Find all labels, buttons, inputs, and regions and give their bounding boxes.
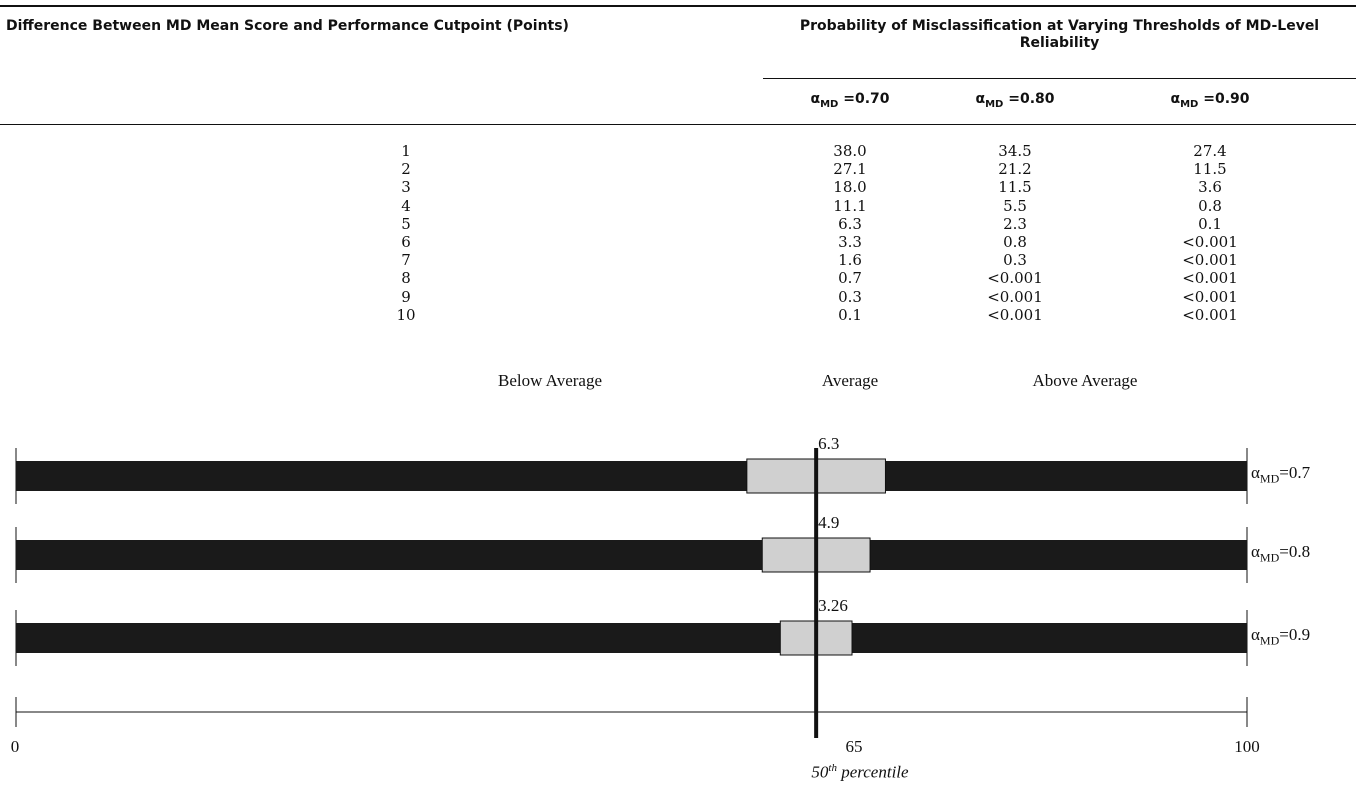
- alpha-subscript: MD: [1259, 633, 1280, 648]
- table-cell-probability: 0.1: [1198, 214, 1222, 233]
- percentile-number: 50: [811, 762, 829, 782]
- alpha-subscript: MD: [820, 98, 839, 110]
- table-cell-probability: <0.001: [1182, 233, 1238, 251]
- table-header-subrule: [763, 78, 1356, 79]
- percentile-label: 50th percentile: [790, 762, 930, 783]
- table-cell-probability: 38.0: [833, 142, 867, 160]
- table-cell-probability: 0.3: [838, 287, 862, 306]
- column-header-alpha-080: αMD =0.80: [945, 91, 1085, 110]
- table-cell-probability: 0.8: [1003, 233, 1027, 251]
- table-cell-probability: 11.5: [1193, 160, 1227, 179]
- alpha-symbol: α: [1251, 463, 1260, 482]
- table-cell-difference: 4: [401, 196, 411, 215]
- reliability-bar: [16, 540, 1247, 570]
- category-below-average: Below Average: [497, 371, 602, 390]
- table-cell-probability: 18.0: [833, 178, 867, 197]
- alpha-symbol: α: [1251, 542, 1260, 561]
- table-cell-probability: <0.001: [1182, 269, 1238, 288]
- table-cell-probability: 21.2: [998, 160, 1032, 179]
- reliability-label: αMD=0.7: [1251, 463, 1310, 486]
- table-cell-probability: 11.5: [998, 178, 1032, 197]
- alpha-value: =0.7: [1279, 463, 1311, 482]
- table-cell-difference: 2: [401, 160, 411, 179]
- table-header-probability: Probability of Misclassification at Vary…: [799, 18, 1320, 51]
- table-cell-probability: <0.001: [1182, 251, 1238, 270]
- table-cell-difference: 6: [401, 233, 411, 251]
- table-cell-probability: <0.001: [1182, 287, 1238, 306]
- column-header-alpha-090: αMD =0.90: [1140, 91, 1280, 110]
- band-value-label: 6.3: [818, 434, 840, 453]
- table-cell-probability: 27.4: [1193, 142, 1227, 160]
- table-cell-probability: 3.3: [838, 233, 862, 251]
- table-cell-probability: 27.1: [833, 160, 867, 179]
- alpha-symbol: α: [975, 91, 986, 107]
- table-cell-probability: <0.001: [987, 305, 1043, 324]
- table-cell-difference: 5: [401, 214, 411, 233]
- table-cell-probability: 0.3: [1003, 251, 1027, 270]
- table-cell-difference: 3: [401, 178, 411, 197]
- reliability-bar: [16, 461, 1247, 491]
- table-cell-probability: 6.3: [838, 214, 862, 233]
- category-above-average: Above Average: [1032, 371, 1138, 390]
- alpha-value: =0.80: [1003, 91, 1055, 107]
- alpha-symbol: α: [810, 91, 821, 107]
- table-cell-difference: 9: [401, 287, 411, 306]
- table-cell-difference: 1: [401, 142, 411, 160]
- alpha-symbol: α: [1251, 625, 1260, 644]
- alpha-value: =0.70: [838, 91, 890, 107]
- table-cell-probability: 2.3: [1003, 214, 1027, 233]
- table-cell-difference: 10: [396, 305, 416, 324]
- band-value-label: 4.9: [818, 513, 840, 532]
- table-cell-probability: 0.7: [838, 269, 862, 288]
- alpha-value: =0.8: [1279, 542, 1311, 561]
- alpha-subscript: MD: [1259, 550, 1280, 565]
- alpha-subscript: MD: [1259, 471, 1280, 486]
- table-header-difference: Difference Between MD Mean Score and Per…: [6, 18, 569, 34]
- reliability-label: αMD=0.8: [1251, 542, 1310, 565]
- table-top-rule: [0, 5, 1356, 7]
- table-cell-probability: 5.5: [1003, 196, 1027, 215]
- axis-tick-label-65: 65: [845, 737, 863, 756]
- axis-tick-label-0: 0: [10, 737, 20, 756]
- axis-tick-label-100: 100: [1234, 737, 1260, 756]
- alpha-subscript: MD: [985, 98, 1004, 110]
- table-cell-probability: <0.001: [987, 269, 1043, 288]
- table-cell-probability: <0.001: [1182, 305, 1238, 324]
- table-cell-difference: 8: [401, 269, 411, 288]
- reliability-label: αMD=0.9: [1251, 625, 1310, 648]
- table-cell-probability: 11.1: [833, 196, 867, 215]
- percentile-word: percentile: [836, 762, 909, 782]
- table-cell-difference: 7: [401, 251, 411, 270]
- column-header-alpha-070: αMD =0.70: [780, 91, 920, 110]
- alpha-value: =0.9: [1279, 625, 1311, 644]
- table-cell-probability: <0.001: [987, 287, 1043, 306]
- table-cell-probability: 1.6: [838, 251, 862, 270]
- table-cell-probability: 3.6: [1198, 178, 1222, 197]
- percentile-suffix: th: [828, 762, 837, 774]
- table-cell-probability: 0.8: [1198, 196, 1222, 215]
- alpha-symbol: α: [1170, 91, 1181, 107]
- category-average: Average: [821, 371, 879, 390]
- alpha-value: =0.90: [1198, 91, 1250, 107]
- reliability-bar: [16, 623, 1247, 653]
- band-value-label: 3.26: [818, 596, 848, 615]
- table-cell-probability: 34.5: [998, 142, 1032, 160]
- table-cell-probability: 0.1: [838, 305, 862, 324]
- table-header-bottom-rule: [0, 124, 1356, 125]
- alpha-subscript: MD: [1180, 98, 1199, 110]
